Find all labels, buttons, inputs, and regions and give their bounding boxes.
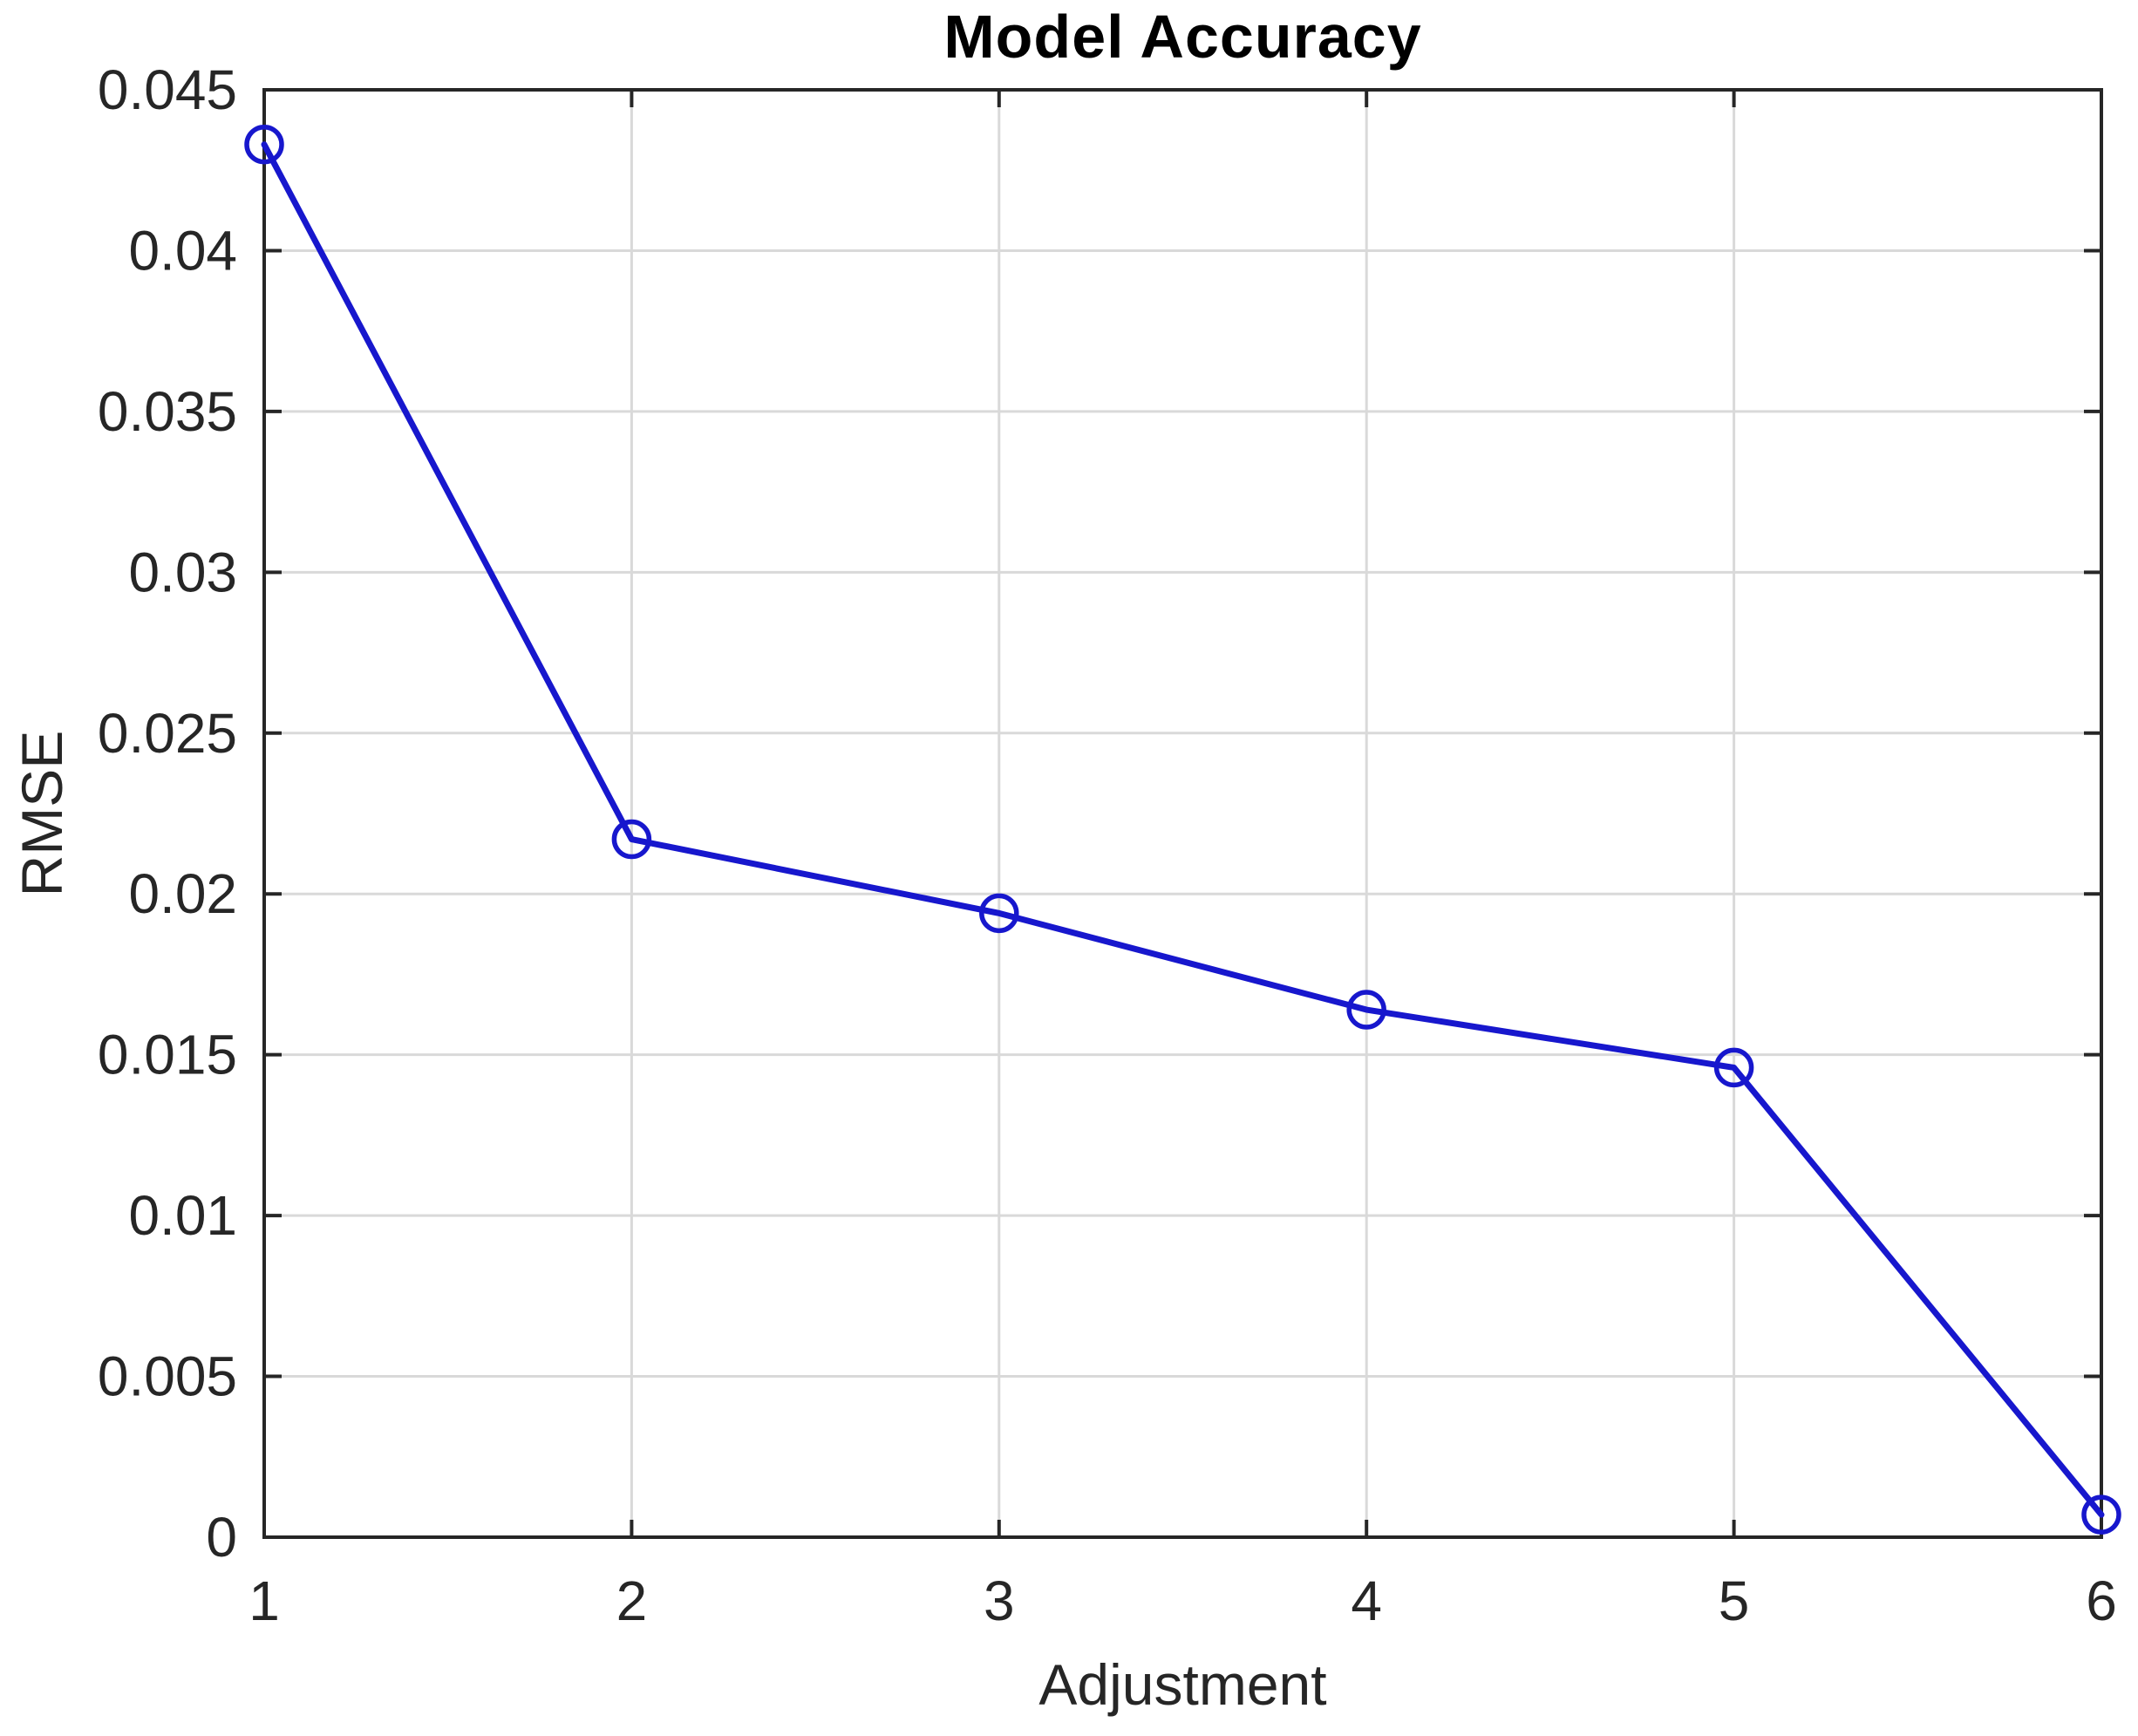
- x-axis-label: Adjustment: [1038, 1652, 1327, 1717]
- chart-title: Model Accuracy: [943, 3, 1422, 71]
- data-point-marker: [1713, 1047, 1754, 1088]
- data-point-marker: [979, 893, 1019, 934]
- y-tick-label: 0.005: [98, 1345, 237, 1408]
- y-tick-label: 0.025: [98, 702, 237, 765]
- y-tick-label: 0.045: [98, 58, 237, 121]
- y-tick-label: 0: [206, 1506, 237, 1569]
- x-tick-label: 6: [2086, 1569, 2117, 1632]
- data-point-marker: [244, 124, 284, 165]
- x-tick-label: 5: [1719, 1569, 1750, 1632]
- x-tick-label: 4: [1351, 1569, 1382, 1632]
- y-tick-label: 0.01: [128, 1184, 237, 1247]
- data-point-marker: [611, 819, 652, 860]
- data-point-marker: [1346, 990, 1386, 1030]
- y-tick-label: 0.02: [128, 862, 237, 925]
- x-tick-label: 2: [616, 1569, 648, 1632]
- y-tick-label: 0.03: [128, 541, 237, 603]
- y-axis-label: RMSE: [10, 730, 74, 897]
- data-point-marker: [2081, 1494, 2121, 1535]
- x-tick-label: 3: [984, 1569, 1015, 1632]
- y-tick-label: 0.035: [98, 380, 237, 443]
- x-tick-label: 1: [249, 1569, 280, 1632]
- data-line: [261, 141, 2105, 1518]
- axis-box: [262, 88, 2103, 1539]
- y-tick-label: 0.04: [128, 219, 237, 282]
- y-tick-label: 0.015: [98, 1024, 237, 1086]
